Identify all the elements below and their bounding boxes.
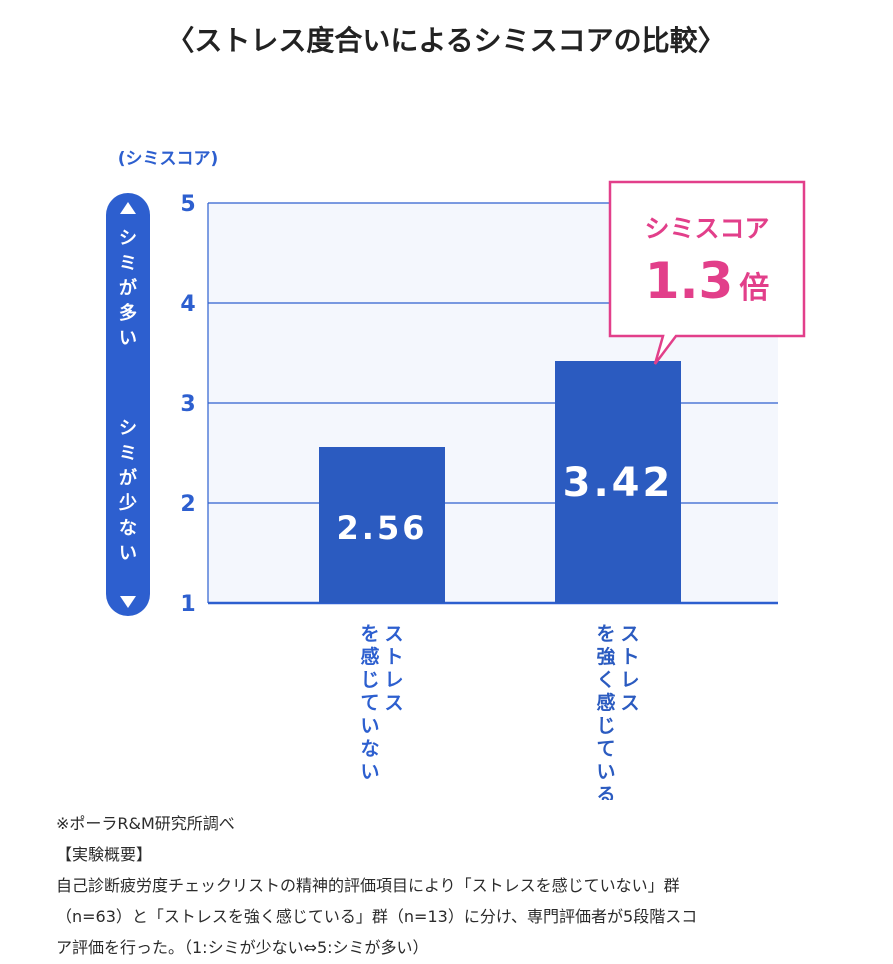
category-labels: ストレスを感じていない ストレスを強く感じている <box>360 623 639 800</box>
y-tick-label: 3 <box>180 392 195 417</box>
footnote-source: ※ポーラR&M研究所調べ <box>56 814 235 833</box>
scale-indicator: シミが多い シミが少ない <box>106 193 150 616</box>
bars <box>319 361 681 603</box>
svg-text:シミが少ない: シミが少ない <box>118 418 137 564</box>
callout: シミスコア 1.3 倍 <box>608 180 806 365</box>
value-label: 3.42 <box>563 460 674 506</box>
triangle-down-icon <box>120 596 136 608</box>
bar-chart: 〈ストレス度合いによるシミスコアの比較〉 (シミスコア) 1 2 3 4 5 シミが多い… <box>106 24 806 800</box>
svg-text:シミが多い: シミが多い <box>119 228 137 349</box>
y-tick-label: 5 <box>180 192 195 217</box>
callout-unit: 倍 <box>739 271 769 306</box>
value-labels: 2.56 3.42 <box>337 460 674 547</box>
value-label: 2.56 <box>337 509 428 547</box>
y-tick-label: 4 <box>180 292 195 317</box>
y-axis-label: (シミスコア) <box>118 149 219 169</box>
y-tick-labels: 1 2 3 4 5 <box>180 192 195 617</box>
triangle-up-icon <box>120 202 136 214</box>
bar <box>319 447 445 603</box>
callout-ratio: 1.3 倍 <box>645 252 770 310</box>
chart-title: 〈ストレス度合いによるシミスコアの比較〉 <box>166 24 725 57</box>
y-tick-label: 1 <box>180 592 195 617</box>
footnote-line: （n=63）と「ストレスを強く感じている」群（n=13）に分け、専門評価者が5段… <box>56 907 698 926</box>
callout-value: 1.3 <box>645 252 734 310</box>
footnote: ※ポーラR&M研究所調べ 【実験概要】 自己診断疲労度チェックリストの精神的評価… <box>56 808 876 963</box>
y-tick-label: 2 <box>180 492 195 517</box>
category-label: ストレスを感じていない <box>360 623 403 783</box>
bar <box>555 361 681 603</box>
scale-indicator-bottom-text: シミが少ない <box>118 418 137 564</box>
scale-indicator-top-text: シミが多い <box>119 228 137 349</box>
scale-indicator-pill <box>106 193 150 616</box>
category-label: ストレスを強く感じている <box>596 623 639 800</box>
callout-label: シミスコア <box>644 214 769 243</box>
gridlines <box>207 202 778 605</box>
callout-box <box>608 180 806 365</box>
footnote-heading: 【実験概要】 <box>56 845 153 864</box>
footnote-line: 自己診断疲労度チェックリストの精神的評価項目により「ストレスを感じていない」群 <box>56 876 680 895</box>
footnote-line: ア評価を行った。（1:シミが少ない⇔5:シミが多い） <box>56 938 429 957</box>
